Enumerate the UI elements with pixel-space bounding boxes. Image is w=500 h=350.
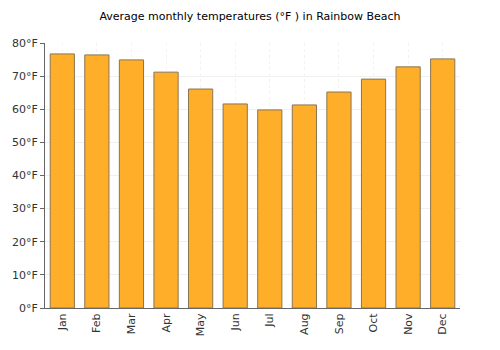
svg-text:Jul: Jul — [263, 313, 276, 327]
svg-text:Mar: Mar — [125, 313, 138, 334]
svg-text:May: May — [194, 313, 207, 336]
svg-text:50°F: 50°F — [12, 136, 38, 149]
svg-text:Feb: Feb — [90, 313, 103, 332]
svg-text:Nov: Nov — [402, 313, 415, 335]
svg-text:Jan: Jan — [56, 313, 69, 331]
svg-text:Jun: Jun — [229, 313, 242, 331]
svg-text:Oct: Oct — [367, 313, 380, 333]
svg-text:40°F: 40°F — [12, 169, 38, 182]
svg-text:Average monthly temperatures (: Average monthly temperatures (°F ) in Ra… — [99, 10, 400, 23]
svg-text:Dec: Dec — [436, 313, 449, 334]
svg-text:20°F: 20°F — [12, 236, 38, 249]
svg-text:Aug: Aug — [298, 313, 311, 334]
svg-text:Sep: Sep — [333, 313, 346, 334]
svg-text:80°F: 80°F — [12, 37, 38, 50]
svg-text:30°F: 30°F — [12, 202, 38, 215]
svg-text:Apr: Apr — [160, 313, 173, 333]
svg-text:60°F: 60°F — [12, 103, 38, 116]
svg-text:10°F: 10°F — [12, 269, 38, 282]
svg-text:0°F: 0°F — [19, 302, 38, 315]
svg-text:70°F: 70°F — [12, 70, 38, 83]
